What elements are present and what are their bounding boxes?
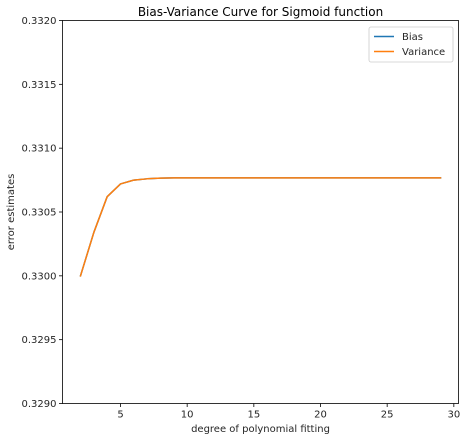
legend-label-bias: Bias: [402, 32, 423, 43]
x-tick-label: 25: [381, 410, 394, 421]
series-line-variance: [79, 177, 442, 277]
x-tick-label: 30: [447, 410, 460, 421]
y-axis: 0.3290 0.3295 0.3300 0.3305 0.3310 0.3315 0.33…: [22, 16, 63, 410]
legend: Bias Variance: [368, 26, 454, 63]
chart-title: Bias-Variance Curve for Sigmoid function: [138, 5, 383, 19]
y-tick-label: 0.3320: [22, 16, 57, 27]
x-axis-label: degree of polynomial fitting: [191, 424, 330, 435]
x-tick-label: 10: [181, 410, 194, 421]
y-tick-label: 0.3315: [22, 80, 57, 91]
y-tick-label: 0.3305: [22, 208, 57, 219]
series-group: [79, 177, 442, 277]
y-tick-label: 0.3295: [22, 335, 57, 346]
plot-area: [62, 20, 459, 404]
y-tick-label: 0.3310: [22, 144, 57, 155]
legend-label-variance: Variance: [402, 47, 445, 58]
x-tick-label: 5: [117, 410, 123, 421]
x-tick-label: 15: [247, 410, 260, 421]
x-tick-label: 20: [314, 410, 327, 421]
y-tick-label: 0.3290: [22, 399, 57, 410]
y-axis-label: error estimates: [6, 174, 17, 251]
x-axis: 5 10 15 20 25 30: [117, 403, 460, 421]
y-tick-label: 0.3300: [22, 271, 57, 282]
